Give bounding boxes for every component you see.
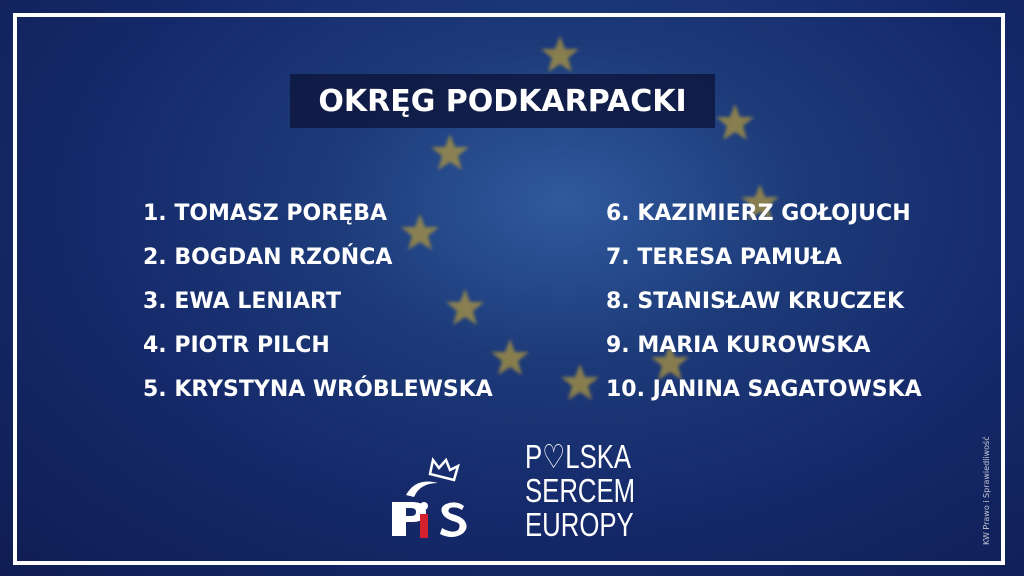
- list-item: 10. JANINA SAGATOWSKA: [606, 377, 922, 402]
- heart-check-icon: ♡: [542, 438, 566, 475]
- eu-star-icon: [491, 339, 529, 375]
- footer-vertical-text: KW Prawo i Sprawiedliwość: [982, 436, 991, 545]
- list-item: 3. EWA LENIART: [143, 289, 341, 314]
- slogan-logo: P♡LSKA SERCEM EUROPY: [525, 438, 636, 543]
- eu-star-icon: [561, 364, 599, 400]
- eu-star-icon: [716, 104, 754, 140]
- list-item: 2. BOGDAN RZOŃCA: [143, 245, 393, 270]
- candidate-list-left: 1. TOMASZ PORĘBA 2. BOGDAN RZOŃCA 3. EWA…: [143, 198, 493, 418]
- list-item: 4. PIOTR PILCH: [143, 333, 330, 358]
- eu-star-icon: [741, 184, 779, 220]
- page-title: OKRĘG PODKARPACKI: [290, 74, 715, 128]
- eu-star-icon: [431, 134, 469, 170]
- eu-star-icon: [541, 36, 579, 72]
- eu-star-icon: [401, 214, 439, 250]
- candidate-list-right: 6. KAZIMIERZ GOŁOJUCH 7. TERESA PAMUŁA 8…: [606, 198, 922, 418]
- pis-logo: [392, 457, 467, 538]
- eu-star-icon: [446, 289, 484, 325]
- list-item: 6. KAZIMIERZ GOŁOJUCH: [606, 201, 911, 226]
- white-frame: [13, 13, 1005, 565]
- list-item: 9. MARIA KUROWSKA: [606, 333, 871, 358]
- eu-star-icon: [651, 344, 689, 380]
- list-item: 7. TERESA PAMUŁA: [606, 245, 842, 270]
- list-item: 8. STANISŁAW KRUCZEK: [606, 289, 905, 314]
- list-item: 1. TOMASZ PORĘBA: [143, 201, 387, 226]
- list-item: 5. KRYSTYNA WRÓBLEWSKA: [143, 377, 493, 402]
